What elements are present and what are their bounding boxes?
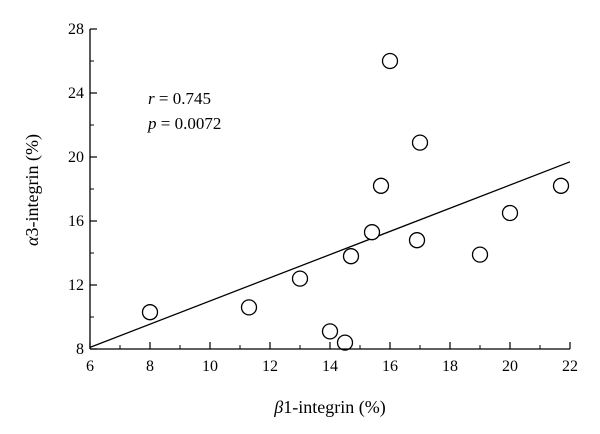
x-axis-text: 1-integrin (%) [283, 397, 385, 418]
data-point [381, 52, 399, 70]
y-tick-label: 16 [68, 213, 84, 230]
y-tick-label: 24 [68, 85, 84, 102]
regression-line [89, 161, 571, 349]
data-point [336, 334, 354, 351]
y-ticks: 8 12 16 20 24 28 [68, 21, 97, 358]
correlation-annotation: r = 0.745 [148, 89, 211, 108]
data-point [363, 224, 381, 241]
y-tick-label: 20 [68, 149, 84, 166]
y-axis-symbol: α [22, 236, 42, 246]
y-tick-label: 12 [68, 277, 84, 294]
r-value: = 0.745 [155, 89, 211, 108]
r-symbol: r [148, 89, 155, 108]
x-tick-label: 12 [262, 358, 278, 375]
x-axis-label: β1-integrin (%) [273, 397, 385, 418]
x-tick-label: 22 [562, 358, 578, 375]
x-tick-label: 14 [322, 358, 338, 375]
data-point [141, 304, 159, 321]
plot-area [89, 52, 571, 351]
x-tick-label: 18 [442, 358, 458, 375]
x-tick-label: 20 [502, 358, 518, 375]
data-point [501, 204, 519, 222]
y-tick-label: 8 [76, 341, 84, 358]
x-axis-symbol: β [273, 397, 283, 417]
data-point [240, 299, 258, 316]
data-point [408, 232, 426, 249]
data-point [342, 248, 360, 265]
x-tick-label: 8 [146, 358, 154, 375]
y-axis-text: 3-integrin (%) [22, 134, 43, 236]
data-point [372, 177, 390, 194]
p-symbol: p [147, 114, 157, 133]
data-point [552, 177, 570, 194]
p-value-annotation: p = 0.0072 [147, 114, 221, 133]
x-tick-label: 10 [202, 358, 218, 375]
p-value: = 0.0072 [157, 114, 222, 133]
data-point [321, 323, 339, 340]
data-point [411, 134, 429, 151]
x-tick-label: 16 [382, 358, 398, 375]
data-point [471, 246, 489, 263]
y-axis-label: α3-integrin (%) [22, 134, 43, 246]
y-tick-label: 28 [68, 21, 84, 38]
x-tick-label: 6 [86, 358, 94, 375]
x-ticks: 6 8 10 12 14 16 18 20 22 [86, 342, 578, 375]
data-point [291, 270, 309, 287]
